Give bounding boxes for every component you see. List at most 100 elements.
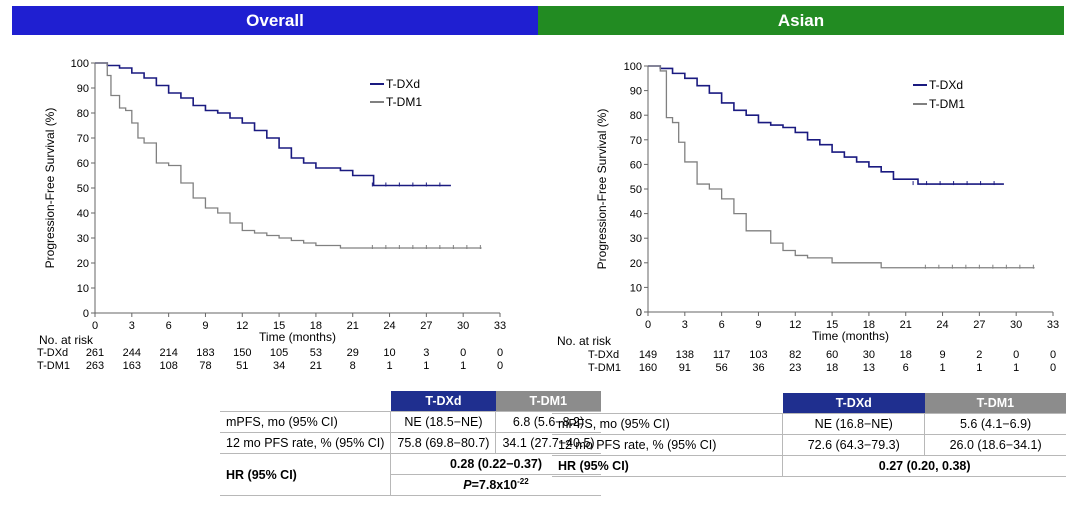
risk-count: 105 bbox=[270, 347, 288, 359]
risk-count: 82 bbox=[789, 349, 801, 361]
x-tick-label: 9 bbox=[755, 319, 761, 331]
y-tick-label: 70 bbox=[77, 133, 89, 145]
tdm1-value: 5.6 (4.1−6.9) bbox=[924, 413, 1066, 435]
series-line-t-dxd bbox=[95, 62, 451, 187]
risk-count: 2 bbox=[976, 349, 982, 361]
risk-count: 108 bbox=[159, 360, 177, 372]
risk-count: 150 bbox=[233, 347, 251, 359]
y-tick-label: 50 bbox=[77, 183, 89, 195]
risk-count: 78 bbox=[199, 360, 211, 372]
risk-row-label: T-DXd bbox=[37, 347, 68, 359]
x-tick-label: 33 bbox=[1047, 319, 1059, 331]
y-tick-label: 80 bbox=[630, 110, 642, 122]
hr-value: 0.28 (0.22−0.37) bbox=[390, 453, 601, 475]
x-tick-label: 27 bbox=[973, 319, 985, 331]
x-tick-label: 0 bbox=[92, 320, 98, 332]
y-axis-label: Progression-Free Survival (%) bbox=[43, 108, 57, 269]
risk-count: 56 bbox=[716, 362, 728, 374]
risk-count: 1 bbox=[423, 360, 429, 372]
x-tick-label: 3 bbox=[682, 319, 688, 331]
risk-count: 214 bbox=[159, 347, 177, 359]
row-label: mPFS, mo (95% CI) bbox=[220, 411, 392, 433]
risk-count: 8 bbox=[350, 360, 356, 372]
y-tick-label: 100 bbox=[624, 61, 642, 73]
stats-table: T-DXd T-DM1 mPFS, mo (95% CI) NE (18.5−NE) 6… bbox=[220, 391, 601, 496]
x-tick-label: 33 bbox=[494, 320, 506, 332]
x-tick-label: 15 bbox=[826, 319, 838, 331]
risk-count: 0 bbox=[1050, 349, 1056, 361]
x-tick-label: 18 bbox=[863, 319, 875, 331]
y-tick-label: 30 bbox=[77, 233, 89, 245]
table-row: mPFS, mo (95% CI) NE (16.8−NE) 5.6 (4.1−6.… bbox=[552, 413, 1066, 435]
x-tick-label: 12 bbox=[789, 319, 801, 331]
risk-count: 0 bbox=[460, 347, 466, 359]
hr-value: 0.27 (0.20, 0.38) bbox=[782, 455, 1066, 477]
x-tick-label: 27 bbox=[420, 320, 432, 332]
risk-count: 1 bbox=[386, 360, 392, 372]
legend-label: T-DXd bbox=[386, 77, 420, 91]
x-axis-label: Time (months) bbox=[259, 330, 336, 344]
row-label: mPFS, mo (95% CI) bbox=[552, 413, 784, 435]
risk-count: 1 bbox=[939, 362, 945, 374]
risk-count: 160 bbox=[639, 362, 657, 374]
risk-count: 30 bbox=[863, 349, 875, 361]
overall-panel: Overall 0 10 20 30 40 50 60 70 80 90 100 0 3 6 9 12 15 18… bbox=[12, 0, 601, 506]
risk-count: 51 bbox=[236, 360, 248, 372]
y-tick-label: 70 bbox=[630, 135, 642, 147]
risk-count: 1 bbox=[460, 360, 466, 372]
risk-count: 103 bbox=[749, 349, 767, 361]
risk-count: 1 bbox=[1013, 362, 1019, 374]
risk-count: 244 bbox=[123, 347, 141, 359]
row-label: 12 mo PFS rate, % (95% CI) bbox=[220, 432, 392, 454]
y-tick-label: 10 bbox=[630, 282, 642, 294]
risk-count: 0 bbox=[1013, 349, 1019, 361]
column-header-tdxd: T-DXd bbox=[390, 391, 496, 412]
x-tick-label: 30 bbox=[457, 320, 469, 332]
panel-title: Asian bbox=[538, 6, 1064, 35]
column-header-tdxd: T-DXd bbox=[782, 393, 925, 414]
risk-count: 138 bbox=[676, 349, 694, 361]
y-tick-label: 10 bbox=[77, 283, 89, 295]
y-tick-label: 40 bbox=[630, 209, 642, 221]
legend-label: T-DXd bbox=[929, 78, 963, 92]
risk-count: 1 bbox=[976, 362, 982, 374]
table-corner bbox=[220, 391, 391, 412]
x-tick-label: 9 bbox=[202, 320, 208, 332]
series-line-t-dxd bbox=[648, 65, 1004, 185]
legend-label: T-DM1 bbox=[929, 97, 965, 111]
x-tick-label: 18 bbox=[310, 320, 322, 332]
y-tick-label: 100 bbox=[71, 58, 89, 70]
risk-count: 6 bbox=[903, 362, 909, 374]
table-row: 12 mo PFS rate, % (95% CI) 75.8 (69.8−80.… bbox=[220, 432, 601, 454]
y-tick-label: 30 bbox=[630, 233, 642, 245]
table-row: HR (95% CI) 0.27 (0.20, 0.38) bbox=[552, 455, 1066, 477]
risk-count: 149 bbox=[639, 349, 657, 361]
asian-panel: Asian 0 10 20 30 40 50 60 70 80 90 100 0 3 6 9 12 15 18 21… bbox=[538, 0, 1066, 506]
risk-count: 29 bbox=[347, 347, 359, 359]
series-line-t-dm1 bbox=[95, 62, 482, 249]
risk-count: 18 bbox=[900, 349, 912, 361]
risk-count: 60 bbox=[826, 349, 838, 361]
risk-count: 0 bbox=[497, 360, 503, 372]
risk-row-label: T-DXd bbox=[588, 349, 619, 361]
column-header-tdm1: T-DM1 bbox=[495, 391, 601, 412]
x-tick-label: 6 bbox=[719, 319, 725, 331]
risk-count: 36 bbox=[752, 362, 764, 374]
y-tick-label: 0 bbox=[636, 307, 642, 319]
risk-count: 23 bbox=[789, 362, 801, 374]
y-tick-label: 20 bbox=[630, 258, 642, 270]
tdxd-value: NE (16.8−NE) bbox=[782, 413, 926, 435]
risk-count: 21 bbox=[310, 360, 322, 372]
hr-label: HR (95% CI) bbox=[220, 453, 392, 496]
column-header-tdm1: T-DM1 bbox=[924, 393, 1066, 414]
risk-count: 261 bbox=[86, 347, 104, 359]
risk-table-title: No. at risk bbox=[557, 334, 612, 348]
x-tick-label: 21 bbox=[347, 320, 359, 332]
risk-count: 18 bbox=[826, 362, 838, 374]
table-row: P=7.8x10-22 bbox=[220, 474, 601, 496]
tdm1-value: 26.0 (18.6−34.1) bbox=[924, 434, 1066, 456]
y-axis-label: Progression-Free Survival (%) bbox=[595, 109, 609, 270]
y-tick-label: 50 bbox=[630, 184, 642, 196]
risk-count: 3 bbox=[423, 347, 429, 359]
